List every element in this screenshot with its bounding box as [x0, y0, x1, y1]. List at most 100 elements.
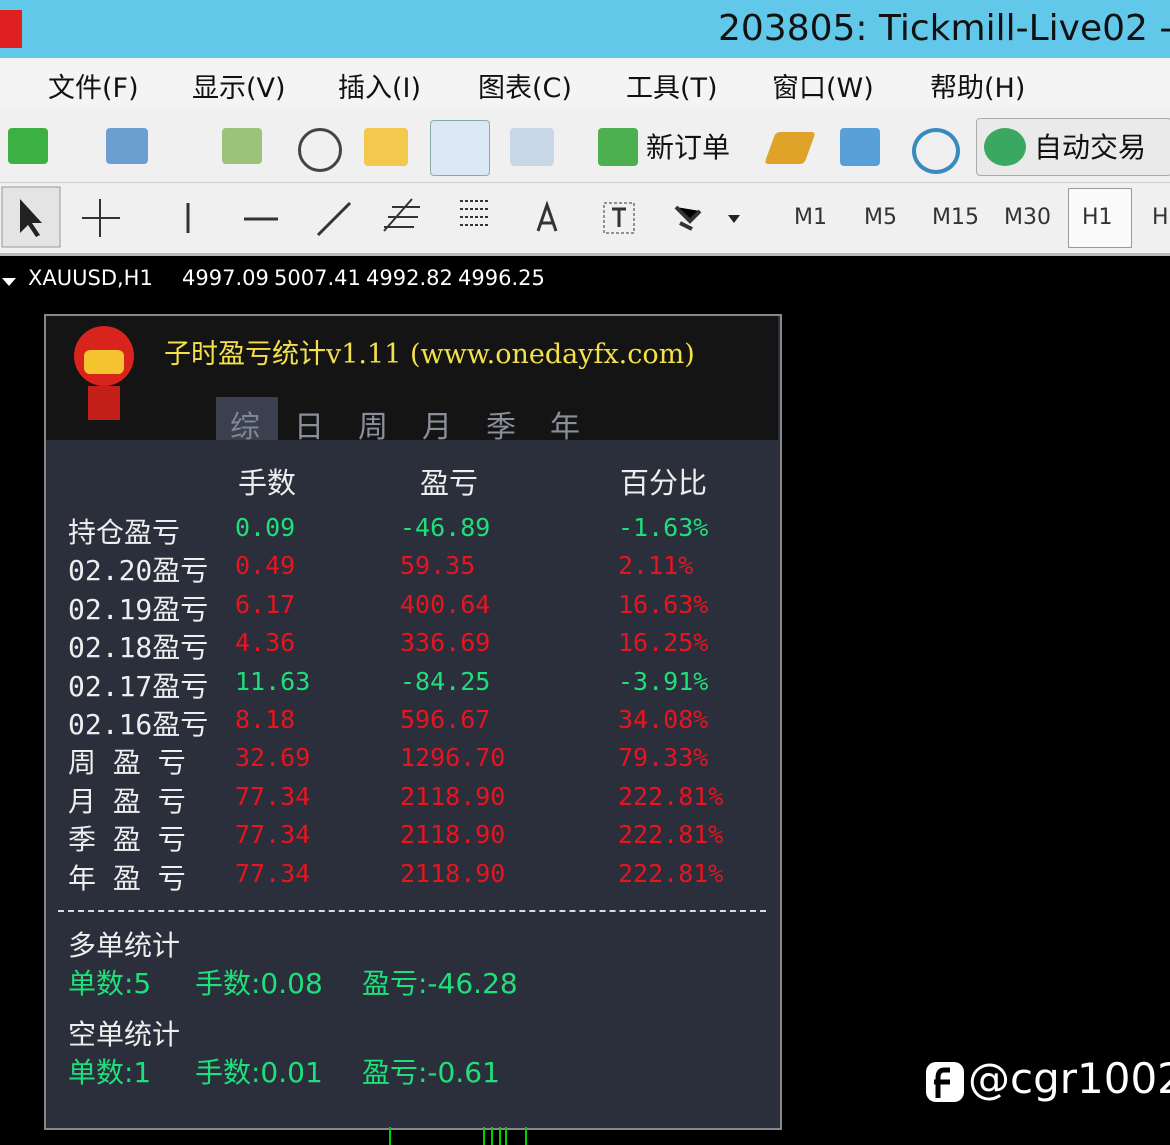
data-window-icon[interactable] [298, 128, 342, 172]
ohlc-value: 4996.25 [458, 266, 545, 290]
menu-item[interactable]: 插入(I) [338, 73, 422, 104]
autotrade-button[interactable]: 自动交易 [1034, 131, 1147, 164]
channel-tool[interactable] [383, 198, 420, 232]
summary-title: 空单统计 [68, 1018, 181, 1051]
collapse-arrow [2, 278, 16, 286]
panel-header [46, 316, 778, 440]
window-title: 203805: Tickmill-Live02 - [718, 8, 1170, 49]
new-order-icon[interactable] [598, 128, 638, 166]
panel-tab[interactable]: 周 [358, 410, 388, 445]
summary-item: 单数:5 [68, 967, 152, 1000]
panel-title: 子时盈亏统计v1.11 (www.onedayfx.com) [164, 339, 695, 370]
panel-tab[interactable]: 月 [422, 410, 452, 445]
timeframe-button[interactable]: M5 [864, 205, 897, 230]
timeframe-button[interactable]: H [1152, 205, 1169, 230]
row-value: 400.64 [400, 589, 491, 619]
row-label: 月 盈 亏 [68, 784, 186, 818]
row-label: 02.19盈亏 [68, 592, 209, 626]
row-value: 1296.70 [400, 743, 506, 773]
arrows-tool[interactable] [674, 205, 702, 231]
timeframe-button[interactable]: M1 [794, 205, 827, 230]
row-value: 222.81% [618, 858, 724, 888]
label-tool-t [612, 207, 626, 227]
panel-tab[interactable]: 年 [550, 410, 580, 445]
drawing-toolbar [0, 183, 1170, 256]
toolbar [0, 108, 1170, 183]
row-value: 77.34 [235, 820, 311, 850]
summary-item: 单数:1 [68, 1056, 152, 1089]
trendline-tool[interactable] [316, 201, 352, 237]
watermark-logo [926, 1062, 964, 1102]
ohlc-value: 5007.41 [274, 266, 361, 290]
active-tab[interactable] [216, 397, 278, 440]
new-chart-icon[interactable] [8, 128, 48, 164]
column-header: 盈亏 [420, 466, 479, 500]
row-label: 年 盈 亏 [68, 861, 186, 895]
active-timeframe[interactable] [1068, 188, 1132, 248]
label-tool[interactable] [603, 202, 635, 234]
divider [58, 910, 766, 912]
new-order-button[interactable]: 新订单 [646, 131, 731, 164]
row-value: -1.63% [618, 513, 709, 542]
crosshair-tool[interactable] [82, 199, 120, 237]
row-value: 2118.90 [400, 820, 506, 850]
row-value: 222.81% [618, 781, 724, 811]
menu-bar [0, 58, 1170, 109]
navigator-icon[interactable] [364, 128, 408, 166]
summary-title: 多单统计 [68, 929, 181, 962]
timeframe-button[interactable]: M30 [1004, 205, 1051, 230]
dropdown[interactable] [728, 215, 740, 223]
watermark: @cgr1002 [968, 1054, 1170, 1103]
menu-item[interactable]: 文件(F) [48, 73, 139, 104]
chart-symbol: XAUUSD,H1 [28, 266, 153, 290]
row-label: 02.16盈亏 [68, 708, 209, 741]
stats-panel [44, 314, 782, 1130]
row-value: 222.81% [618, 820, 724, 850]
avatar [74, 326, 134, 420]
menu-item[interactable]: 帮助(H) [930, 73, 1026, 104]
terminal-icon[interactable] [430, 120, 490, 176]
title-bar [0, 0, 1170, 58]
panel-tab[interactable]: 日 [294, 410, 324, 445]
menu-item[interactable]: 窗口(W) [772, 73, 874, 104]
panel-tab[interactable]: 综 [230, 410, 260, 445]
autotrade-icon[interactable] [984, 128, 1026, 166]
menu-item[interactable]: 工具(T) [626, 73, 718, 104]
column-header: 手数 [238, 466, 297, 500]
summary-item: 盈亏:-0.61 [362, 1056, 500, 1089]
row-value: 77.34 [235, 781, 311, 811]
row-label: 02.17盈亏 [68, 669, 209, 703]
panel-tab[interactable]: 季 [486, 410, 516, 445]
market-watch-icon[interactable] [222, 128, 262, 164]
row-value: 2.11% [618, 551, 694, 581]
row-value: 0.09 [235, 513, 296, 542]
fibo-tool[interactable] [460, 200, 490, 226]
timeframe-button[interactable]: H1 [1082, 205, 1113, 230]
summary-item: 手数:0.08 [195, 967, 323, 1000]
signals-icon[interactable] [840, 128, 880, 166]
row-value: -3.91% [618, 666, 709, 696]
summary-item: 盈亏:-46.28 [362, 967, 518, 1000]
row-value: 4.36 [235, 628, 296, 658]
row-value: 34.08% [618, 705, 709, 734]
tester-icon[interactable] [510, 128, 554, 166]
row-label: 持仓盈亏 [68, 516, 181, 549]
drawing-tools [1, 186, 740, 248]
row-value: 336.69 [400, 628, 491, 658]
menu-item[interactable]: 显示(V) [192, 73, 286, 104]
text-tool[interactable] [536, 200, 558, 232]
column-header: 百分比 [620, 466, 708, 500]
row-value: 79.33% [618, 743, 709, 773]
row-value: 596.67 [400, 705, 491, 734]
row-value: 16.25% [618, 628, 709, 658]
profiles-icon[interactable] [106, 128, 148, 164]
vps-icon[interactable] [912, 128, 960, 174]
menu-item[interactable]: 图表(C) [478, 73, 572, 104]
row-value: 77.34 [235, 858, 311, 888]
row-value: 0.49 [235, 551, 296, 581]
ohlc-value: 4997.09 [182, 266, 269, 290]
timeframe-button[interactable]: M15 [932, 205, 979, 230]
row-value: 11.63 [235, 666, 311, 696]
row-value: 59.35 [400, 551, 476, 581]
ohlc-value: 4992.82 [366, 266, 453, 290]
